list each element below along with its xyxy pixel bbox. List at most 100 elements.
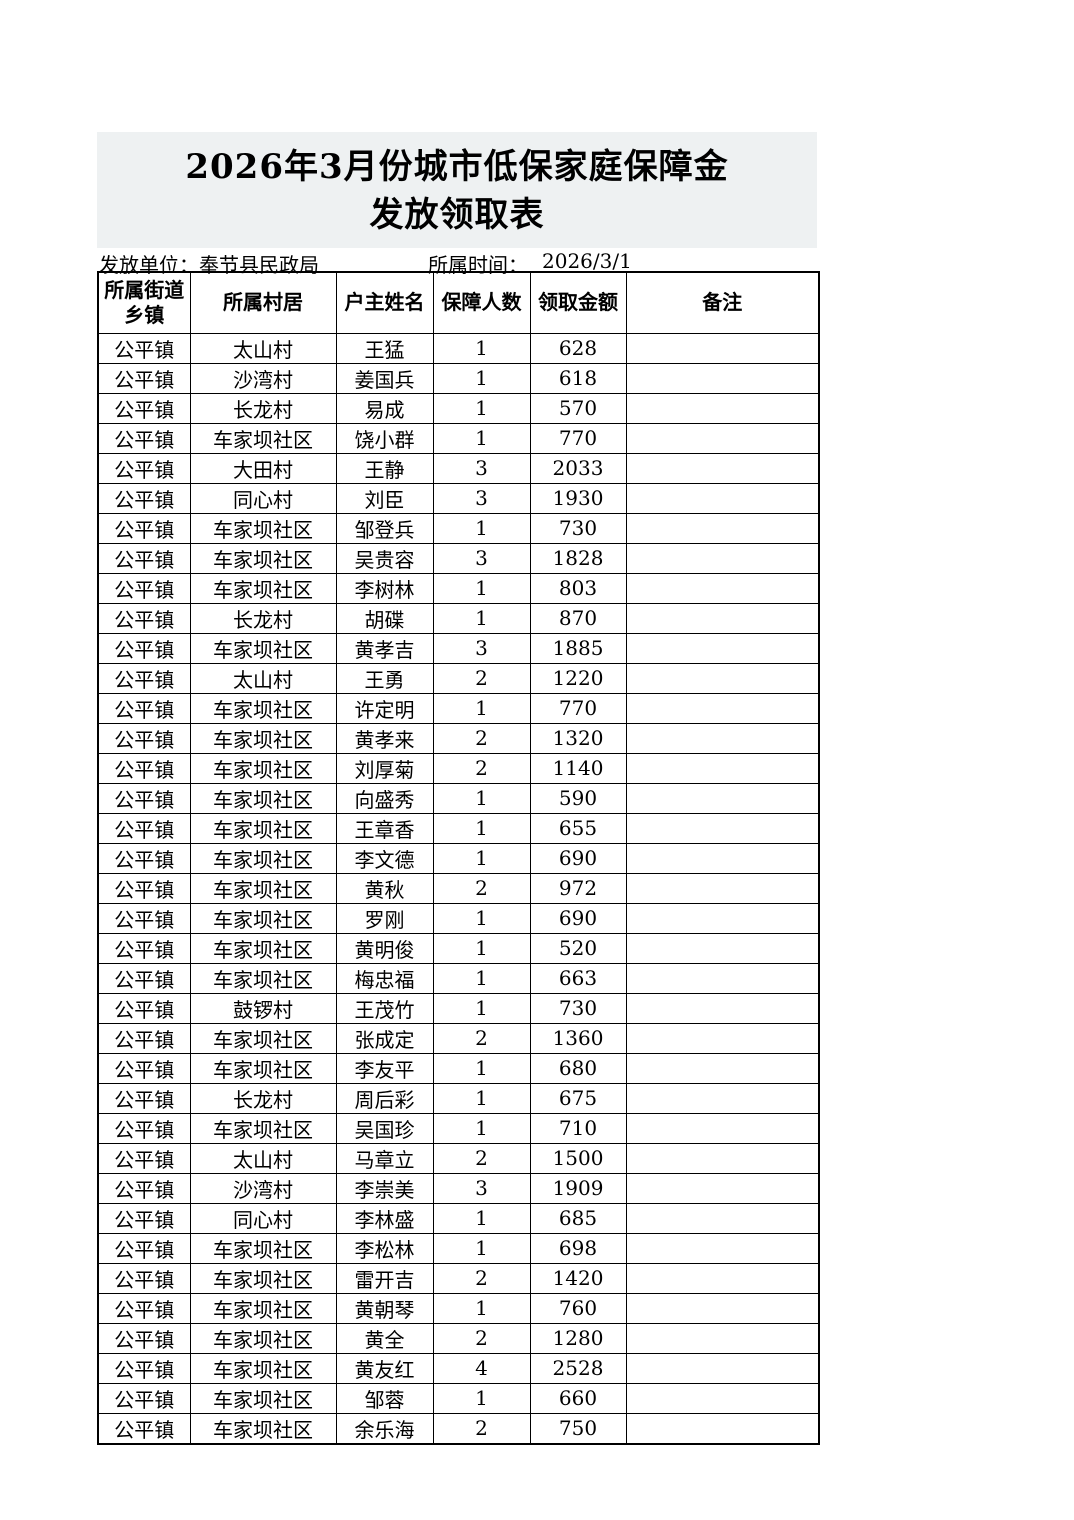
table-cell: 628 (529, 332, 627, 364)
table-cell: 黄朝琴 (335, 1292, 434, 1324)
table-row: 公平镇 车家坝社区 王章香 1 655 (97, 812, 820, 844)
table-cell: 公平镇 (97, 692, 191, 724)
table-row: 公平镇 车家坝社区 罗刚 1 690 (97, 902, 820, 934)
table-cell: 公平镇 (97, 1112, 191, 1144)
table-cell: 2 (432, 722, 531, 754)
table-cell: 3 (432, 632, 531, 664)
table-cell: 公平镇 (97, 332, 191, 364)
table-cell: 公平镇 (97, 1352, 191, 1384)
table-cell: 2 (432, 1142, 531, 1174)
table-row: 公平镇 鼓锣村 王茂竹 1 730 (97, 992, 820, 1024)
table-cell (625, 572, 820, 604)
table-cell: 1500 (529, 1142, 627, 1174)
table-cell: 车家坝社区 (189, 1112, 337, 1144)
table-cell: 车家坝社区 (189, 632, 337, 664)
table-cell: 1 (432, 1292, 531, 1324)
table-cell: 姜国兵 (335, 362, 434, 394)
table-cell: 公平镇 (97, 1172, 191, 1204)
table-cell: 1 (432, 512, 531, 544)
table-cell (625, 1292, 820, 1324)
table-cell: 公平镇 (97, 1232, 191, 1264)
table-cell: 1 (432, 1112, 531, 1144)
table-cell: 公平镇 (97, 422, 191, 454)
table-cell: 吴国珍 (335, 1112, 434, 1144)
table-row: 公平镇 车家坝社区 梅忠福 1 663 (97, 962, 820, 994)
table-cell: 3 (432, 482, 531, 514)
table-cell (625, 1352, 820, 1384)
table-cell: 同心村 (189, 1202, 337, 1234)
table-cell: 李树林 (335, 572, 434, 604)
table-cell: 公平镇 (97, 572, 191, 604)
table-cell: 1 (432, 332, 531, 364)
table-row: 公平镇 太山村 王勇 2 1220 (97, 662, 820, 694)
column-header: 所属街道 乡镇 (97, 271, 191, 334)
table-body: 公平镇 太山村 王猛 1 628 公平镇 沙湾村 姜国兵 1 618 公平镇 长龙村 易成 1 570 公平镇… (97, 332, 820, 1444)
table-cell: 520 (529, 932, 627, 964)
table-cell: 黄孝吉 (335, 632, 434, 664)
table-cell (625, 812, 820, 844)
table-cell: 车家坝社区 (189, 722, 337, 754)
table-row: 公平镇 车家坝社区 邹蓉 1 660 (97, 1382, 820, 1414)
table-cell: 车家坝社区 (189, 782, 337, 814)
table-cell (625, 872, 820, 904)
table-cell (625, 722, 820, 754)
table-cell: 1 (432, 1382, 531, 1414)
table-cell: 车家坝社区 (189, 1322, 337, 1354)
table-cell: 2 (432, 1322, 531, 1354)
period-value: 2026/3/1 (542, 249, 632, 273)
table-cell: 1 (432, 932, 531, 964)
table-cell: 1 (432, 1082, 531, 1114)
table-row: 公平镇 车家坝社区 刘厚菊 2 1140 (97, 752, 820, 784)
table-cell: 李林盛 (335, 1202, 434, 1234)
table-cell: 黄明俊 (335, 932, 434, 964)
column-header: 保障人数 (432, 271, 531, 334)
table-cell: 易成 (335, 392, 434, 424)
table-cell: 770 (529, 692, 627, 724)
table-cell: 730 (529, 992, 627, 1024)
table-cell: 1140 (529, 752, 627, 784)
table-cell: 王章香 (335, 812, 434, 844)
table-cell: 王勇 (335, 662, 434, 694)
table-cell: 1420 (529, 1262, 627, 1294)
table-cell: 罗刚 (335, 902, 434, 934)
table-cell: 3 (432, 452, 531, 484)
table-cell: 周后彩 (335, 1082, 434, 1114)
table-cell (625, 1382, 820, 1414)
table-cell: 公平镇 (97, 632, 191, 664)
table-cell: 3 (432, 542, 531, 574)
table-cell (625, 362, 820, 394)
document-title-line1: 2026年3月份城市低保家庭保障金 (185, 147, 729, 187)
table-cell: 车家坝社区 (189, 1052, 337, 1084)
table-cell: 邹蓉 (335, 1382, 434, 1414)
table-cell: 车家坝社区 (189, 1262, 337, 1294)
table-cell: 1360 (529, 1022, 627, 1054)
table-cell: 饶小群 (335, 422, 434, 454)
table-cell: 邹登兵 (335, 512, 434, 544)
table-cell: 1220 (529, 662, 627, 694)
table-cell: 公平镇 (97, 542, 191, 574)
table-cell: 长龙村 (189, 1082, 337, 1114)
table-cell: 618 (529, 362, 627, 394)
document-title-line2: 发放领取表 (369, 195, 545, 235)
table-cell: 王静 (335, 452, 434, 484)
table-cell: 972 (529, 872, 627, 904)
table-cell: 3 (432, 1172, 531, 1204)
table-row: 公平镇 太山村 马章立 2 1500 (97, 1142, 820, 1174)
benefit-payment-table: 所属街道 乡镇 所属村居 户主姓名 保障人数 领取金额 备注 公平镇 太山村 王猛 1 628 公平… (97, 271, 820, 1445)
table-cell: 王茂竹 (335, 992, 434, 1024)
table-row: 公平镇 车家坝社区 黄友红 4 2528 (97, 1352, 820, 1384)
table-cell: 余乐海 (335, 1412, 434, 1444)
table-row: 公平镇 长龙村 周后彩 1 675 (97, 1082, 820, 1114)
table-cell: 公平镇 (97, 902, 191, 934)
table-cell (625, 932, 820, 964)
table-row: 公平镇 车家坝社区 许定明 1 770 (97, 692, 820, 724)
table-cell: 车家坝社区 (189, 422, 337, 454)
table-cell: 公平镇 (97, 362, 191, 394)
table-cell: 许定明 (335, 692, 434, 724)
table-cell (625, 1082, 820, 1114)
table-cell: 1 (432, 962, 531, 994)
table-cell: 1 (432, 992, 531, 1024)
table-cell (625, 692, 820, 724)
table-head: 所属街道 乡镇 所属村居 户主姓名 保障人数 领取金额 备注 (97, 271, 820, 334)
